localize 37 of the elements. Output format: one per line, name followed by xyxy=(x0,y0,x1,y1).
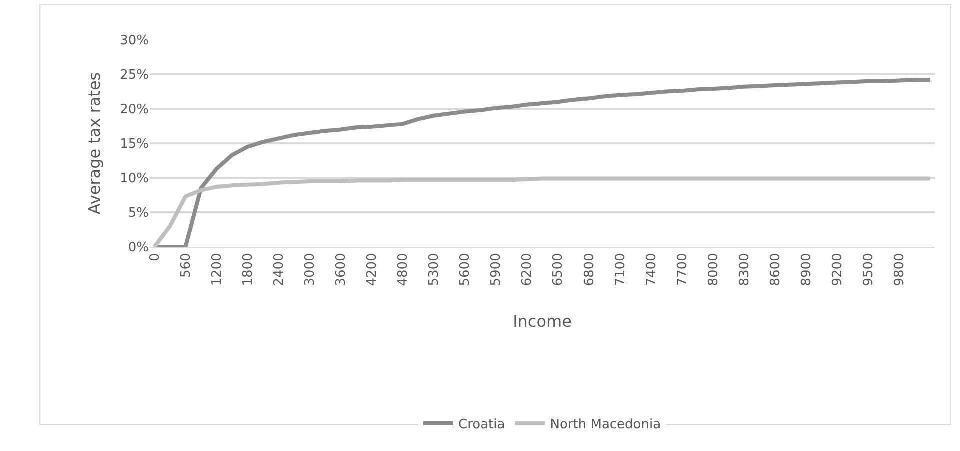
y-tick-label: 10% xyxy=(120,172,149,187)
y-tick-label: 0% xyxy=(128,240,149,256)
x-tick-label: 7700 xyxy=(675,253,690,286)
x-tick-label: 4800 xyxy=(396,253,412,286)
line-series xyxy=(152,176,932,247)
x-tick-label: 8000 xyxy=(706,253,722,286)
x-tick-label: 7100 xyxy=(613,253,628,286)
x-tick-label: 6200 xyxy=(520,253,536,286)
x-tick-label: 5300 xyxy=(427,253,442,286)
x-tick-label: 8900 xyxy=(799,253,814,286)
x-tick-label: 6500 xyxy=(551,253,566,286)
x-tick-label: 7400 xyxy=(644,253,660,286)
x-tick-label: 9500 xyxy=(862,253,877,286)
x-tick-label: 5900 xyxy=(489,253,504,286)
x-tick-label: 9200 xyxy=(830,253,846,286)
x-tick-label: 3000 xyxy=(303,253,318,286)
x-tick-label: 9800 xyxy=(892,253,908,286)
x-tick-label: 0 xyxy=(148,253,163,262)
y-tick-label: 20% xyxy=(120,102,149,118)
x-tick-label: 6800 xyxy=(582,253,598,286)
y-tick-label: 5% xyxy=(128,206,149,222)
y-axis-title: Average tax rates xyxy=(84,72,104,215)
x-tick-label: 4200 xyxy=(365,253,380,286)
x-tick-label: 1200 xyxy=(210,253,225,286)
x-tick-label: 3600 xyxy=(334,253,350,286)
x-tick-label: 5600 xyxy=(458,253,474,286)
y-tick-label: 15% xyxy=(120,137,149,152)
x-tick-label: 2400 xyxy=(272,253,287,286)
legend-label: Croatia xyxy=(458,417,506,432)
x-tick-label: 8300 xyxy=(737,253,752,286)
legend-label: North Macedonia xyxy=(550,417,662,432)
x-axis-title: Income xyxy=(513,312,572,331)
x-tick-label: 1800 xyxy=(240,253,256,286)
y-tick-label: 30% xyxy=(120,34,149,49)
y-tick-label: 25% xyxy=(120,68,149,84)
x-tick-label: 560 xyxy=(178,253,194,278)
x-tick-label: 8600 xyxy=(768,253,784,286)
